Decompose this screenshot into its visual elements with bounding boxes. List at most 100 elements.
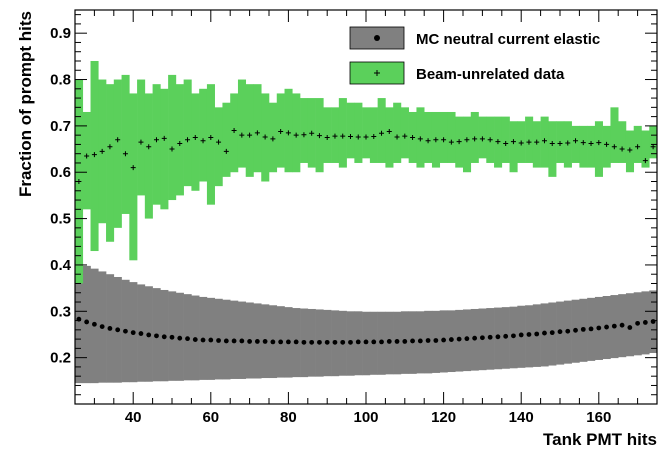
tick-layer: 40 60 80 100 120 140 160 0.2 0.3 0.4 0.5 0.6 0.7 0.8 0… — [50, 10, 658, 426]
point-mc — [123, 328, 128, 334]
x-tick-label: 160 — [586, 409, 611, 426]
point-mc — [487, 334, 493, 340]
x-tick-label: 60 — [202, 409, 219, 426]
point-data — [549, 140, 555, 146]
point-mc — [161, 334, 167, 340]
y-tick-label: 0.9 — [50, 25, 71, 42]
point-data — [107, 144, 113, 150]
point-data — [115, 137, 121, 143]
point-data — [254, 130, 260, 136]
point-mc — [650, 319, 656, 324]
y-tick-label: 0.5 — [50, 211, 71, 228]
point-mc — [573, 327, 578, 333]
point-mc — [84, 319, 90, 325]
point-mc — [262, 339, 268, 344]
point-data — [557, 140, 563, 146]
point-data — [99, 148, 105, 154]
point-mc — [270, 339, 276, 345]
band-data — [649, 125, 658, 159]
point-mc — [627, 325, 633, 330]
point-mc — [154, 333, 159, 339]
point-data — [200, 138, 206, 144]
band-data — [548, 121, 557, 177]
point-data — [386, 128, 392, 134]
band-data — [106, 84, 115, 242]
band-data — [641, 130, 650, 168]
y-tick-label: 0.2 — [50, 350, 71, 367]
point-data — [169, 146, 175, 152]
point-mc — [169, 334, 175, 340]
band-data — [571, 125, 580, 163]
point-data — [565, 140, 571, 146]
point-mc — [99, 324, 105, 329]
band-data — [594, 121, 603, 177]
point-data — [270, 136, 276, 142]
point-mc — [588, 326, 594, 332]
legend-marker-data — [374, 70, 380, 76]
point-mc — [324, 339, 330, 345]
point-data — [192, 134, 198, 140]
band-data — [300, 98, 309, 163]
point-mc — [417, 338, 423, 344]
point-data — [495, 139, 501, 145]
band-data — [82, 111, 91, 210]
point-mc — [200, 337, 206, 343]
point-mc — [534, 331, 540, 337]
point-mc — [286, 339, 291, 345]
band-data — [385, 107, 394, 168]
band-data — [152, 84, 161, 205]
point-mc — [565, 328, 571, 334]
point-mc — [278, 339, 284, 345]
point-data — [208, 134, 214, 140]
x-tick-label: 100 — [353, 409, 378, 426]
point-mc — [635, 320, 640, 326]
x-tick-label: 80 — [280, 409, 297, 426]
point-data — [363, 134, 369, 140]
y-tick-label: 0.7 — [50, 118, 71, 135]
point-mc — [557, 329, 563, 335]
point-data — [285, 130, 291, 136]
point-mc — [611, 323, 617, 329]
band-data — [245, 84, 254, 177]
point-data — [619, 146, 625, 152]
point-data — [379, 130, 385, 136]
point-mc — [511, 333, 516, 339]
band-data — [113, 79, 122, 228]
point-data — [472, 136, 478, 142]
band-data — [400, 107, 409, 159]
band-data — [346, 102, 355, 159]
band-data — [206, 84, 215, 205]
point-mc — [107, 326, 113, 331]
point-mc — [495, 334, 501, 340]
point-mc — [216, 338, 221, 343]
point-data — [355, 134, 361, 140]
x-tick-label: 40 — [125, 409, 142, 426]
point-data — [588, 140, 594, 146]
point-mc — [115, 327, 121, 333]
point-mc — [642, 320, 648, 325]
point-mc — [332, 339, 338, 345]
point-data — [518, 140, 524, 146]
point-data — [239, 132, 245, 138]
point-mc — [441, 337, 446, 343]
band-data — [362, 107, 371, 159]
band-data — [579, 125, 588, 168]
band-mc — [625, 293, 635, 357]
point-mc — [254, 339, 260, 344]
point-data — [130, 165, 136, 171]
y-tick-label: 0.8 — [50, 72, 71, 89]
band-data — [175, 84, 184, 196]
band-data — [463, 116, 472, 173]
band-mc — [82, 265, 91, 384]
point-data — [394, 134, 400, 140]
point-mc — [386, 339, 392, 344]
point-data — [479, 136, 485, 142]
point-data — [138, 139, 144, 145]
band-data — [144, 93, 153, 219]
point-mc — [580, 326, 586, 332]
point-mc — [394, 339, 400, 344]
point-mc — [231, 338, 237, 344]
point-data — [223, 148, 229, 154]
y-axis-title: Fraction of prompt hits — [16, 11, 35, 197]
